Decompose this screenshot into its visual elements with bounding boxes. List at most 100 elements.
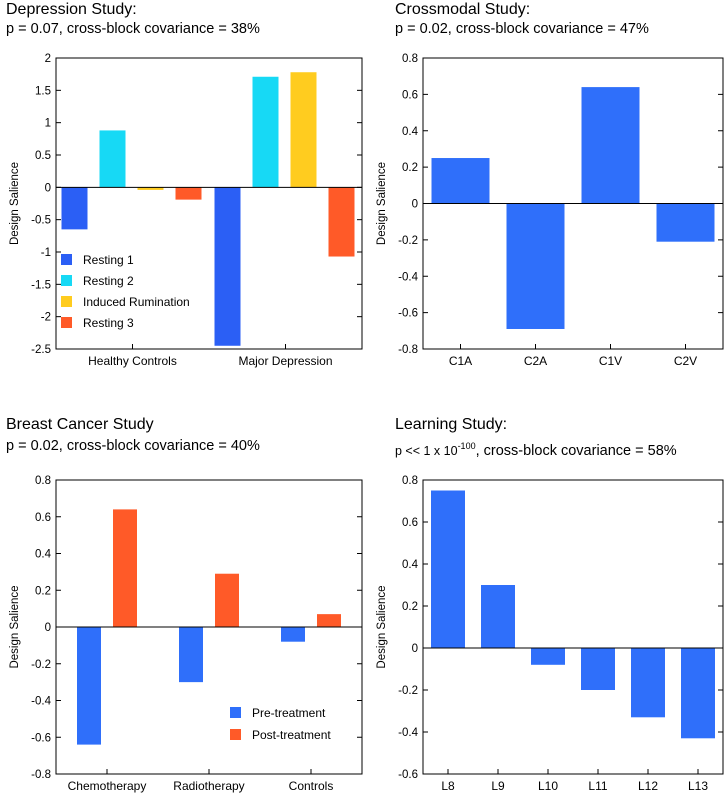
y-tick-label: -0.6 bbox=[398, 308, 418, 320]
x-tick-label: L13 bbox=[688, 779, 708, 793]
y-tick-label: 0.8 bbox=[402, 475, 418, 487]
y-tick-label: 0.6 bbox=[35, 512, 51, 524]
x-tick-label: Radiotherapy bbox=[173, 779, 244, 793]
x-tick-label: Healthy Controls bbox=[88, 354, 177, 368]
x-tick-label: L8 bbox=[441, 779, 455, 793]
bar bbox=[99, 130, 126, 188]
legend-swatch bbox=[61, 317, 72, 328]
y-tick-label: 0.4 bbox=[402, 559, 419, 571]
bar bbox=[137, 187, 164, 190]
y-tick-label: -2 bbox=[41, 312, 51, 324]
bar bbox=[506, 203, 565, 329]
y-tick-label: 2 bbox=[45, 53, 51, 65]
bar bbox=[290, 72, 317, 188]
bar bbox=[581, 648, 615, 690]
bar bbox=[431, 490, 465, 648]
chart3-subtitle: p = 0.02, cross-block covariance = 40% bbox=[6, 438, 260, 454]
x-tick-label: L12 bbox=[638, 779, 658, 793]
x-tick-label: Major Depression bbox=[238, 354, 332, 368]
chart4-subtitle: p << 1 x 10-100, cross-block covariance … bbox=[395, 436, 677, 461]
y-tick-label: 0 bbox=[45, 622, 51, 634]
y-axis-label: Design Salience bbox=[376, 585, 388, 668]
y-tick-label: -0.2 bbox=[398, 685, 418, 697]
chart1-subtitle: p = 0.07, cross-block covariance = 38% bbox=[6, 21, 260, 37]
legend-swatch bbox=[230, 707, 241, 718]
y-tick-label: -0.4 bbox=[398, 271, 418, 283]
y-tick-label: -1.5 bbox=[31, 279, 51, 291]
y-tick-label: 0.2 bbox=[402, 601, 418, 613]
bar bbox=[481, 585, 515, 648]
chart3-title: Breast Cancer Study bbox=[6, 416, 154, 433]
x-tick-label: L11 bbox=[588, 779, 607, 793]
y-tick-label: 0.8 bbox=[35, 475, 51, 487]
y-tick-label: 0.2 bbox=[35, 585, 51, 597]
y-tick-label: 0 bbox=[412, 643, 418, 655]
bar bbox=[77, 627, 101, 745]
bar bbox=[175, 187, 202, 200]
bar bbox=[215, 573, 239, 627]
chart4-title: Learning Study: bbox=[395, 416, 508, 433]
y-tick-label: 0.4 bbox=[35, 549, 52, 561]
bar bbox=[431, 158, 490, 204]
bar bbox=[531, 648, 565, 665]
y-tick-label: -0.6 bbox=[398, 769, 418, 781]
x-tick-label: Chemotherapy bbox=[68, 779, 147, 793]
legend-swatch bbox=[61, 254, 72, 265]
y-tick-label: 0.6 bbox=[402, 517, 418, 529]
y-tick-label: -0.2 bbox=[31, 659, 51, 671]
legend-swatch bbox=[230, 729, 241, 740]
x-tick-label: C1A bbox=[449, 354, 472, 368]
x-tick-label: C1V bbox=[599, 354, 622, 368]
y-tick-label: -1 bbox=[41, 247, 51, 259]
legend-label: Pre-treatment bbox=[252, 706, 326, 720]
y-tick-label: 0.8 bbox=[402, 53, 418, 65]
bar bbox=[581, 87, 640, 204]
y-axis-label: Design Salience bbox=[9, 585, 21, 668]
legend-label: Induced Rumination bbox=[83, 295, 190, 309]
bar bbox=[214, 187, 241, 346]
bar bbox=[328, 187, 355, 257]
x-tick-label: C2A bbox=[524, 354, 547, 368]
legend-label: Resting 1 bbox=[83, 253, 134, 267]
chart4-subtitle-sup: -100 bbox=[457, 441, 476, 451]
bar bbox=[631, 648, 665, 718]
y-tick-label: 0.4 bbox=[402, 126, 419, 138]
y-tick-label: 0 bbox=[45, 182, 51, 194]
y-tick-label: -0.2 bbox=[398, 235, 418, 247]
chart1-title: Depression Study: bbox=[6, 1, 137, 18]
y-tick-label: -0.8 bbox=[398, 344, 418, 356]
x-tick-label: Controls bbox=[289, 779, 334, 793]
chart4-subtitle-pre: p << 1 x 10 bbox=[395, 443, 458, 458]
y-tick-label: 1.5 bbox=[35, 85, 51, 97]
chart2-title: Crossmodal Study: bbox=[395, 1, 531, 18]
plot-frame bbox=[55, 57, 363, 350]
legend-swatch bbox=[61, 275, 72, 286]
legend-label: Resting 3 bbox=[83, 316, 134, 330]
x-tick-label: C2V bbox=[674, 354, 697, 368]
y-tick-label: -0.6 bbox=[31, 732, 51, 744]
y-tick-label: 0 bbox=[412, 199, 418, 211]
chart2-subtitle: p = 0.02, cross-block covariance = 47% bbox=[395, 21, 649, 37]
bar bbox=[681, 648, 715, 739]
x-tick-label: L10 bbox=[538, 779, 558, 793]
y-tick-label: -0.5 bbox=[31, 215, 51, 227]
bar bbox=[656, 203, 715, 242]
y-tick-label: 0.5 bbox=[35, 150, 51, 162]
bar bbox=[252, 76, 279, 188]
y-tick-label: 0.6 bbox=[402, 89, 418, 101]
chart4-subtitle-post: , cross-block covariance = 58% bbox=[475, 442, 677, 459]
bar bbox=[281, 627, 305, 642]
y-tick-label: -0.8 bbox=[31, 769, 51, 781]
y-axis-label: Design Salience bbox=[9, 162, 21, 245]
plot-frame bbox=[422, 479, 724, 775]
bar bbox=[179, 627, 203, 683]
y-tick-label: 1 bbox=[45, 118, 51, 130]
y-tick-label: -0.4 bbox=[398, 727, 418, 739]
legend-label: Post-treatment bbox=[252, 728, 331, 742]
legend-swatch bbox=[61, 296, 72, 307]
x-tick-label: L9 bbox=[491, 779, 505, 793]
bar bbox=[317, 614, 341, 627]
